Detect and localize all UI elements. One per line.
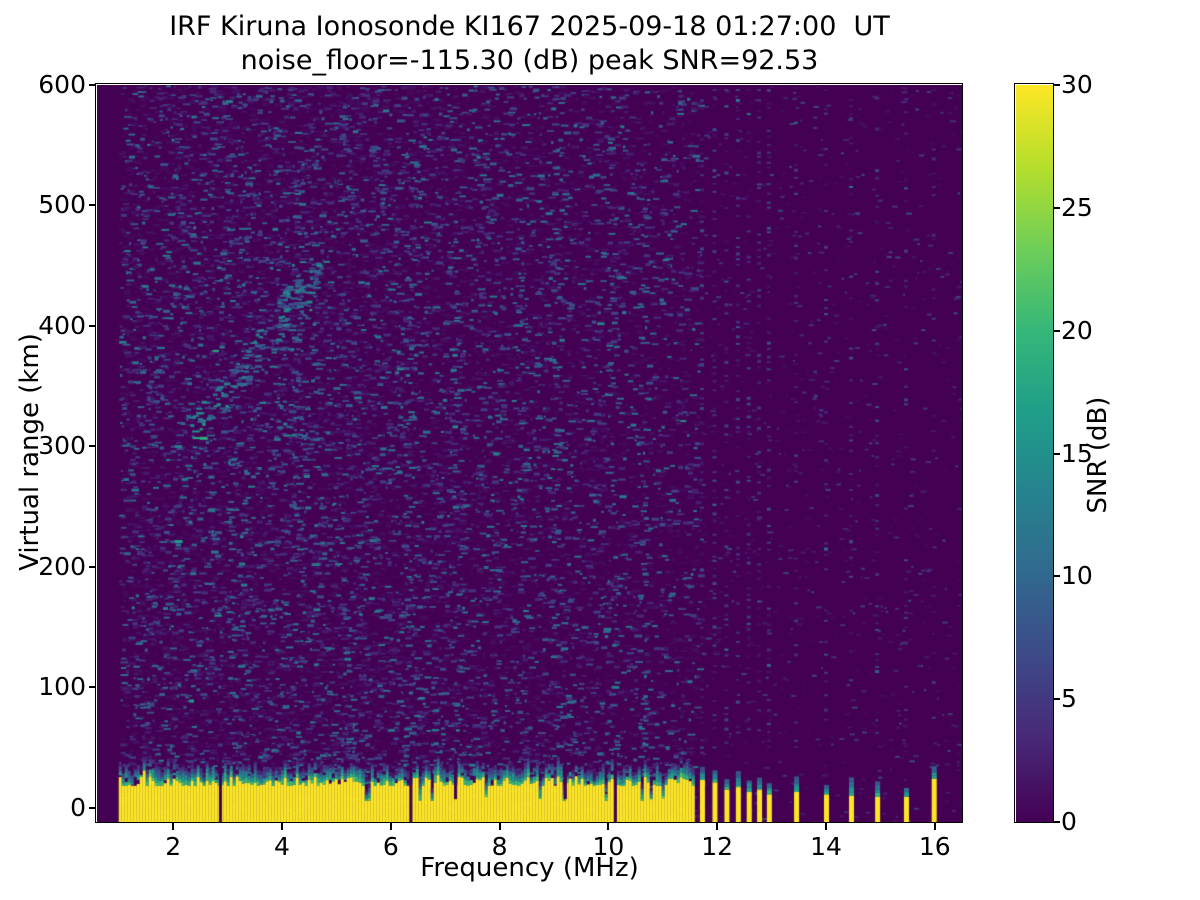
x-tick-label: 4 <box>274 832 290 861</box>
y-tick-mark <box>89 565 96 568</box>
colorbar-gradient <box>1016 85 1053 822</box>
x-tick-mark <box>716 823 719 830</box>
y-tick-mark <box>89 686 96 689</box>
ionogram-heatmap <box>97 85 962 822</box>
x-tick-label: 10 <box>592 832 625 861</box>
y-tick-label: 200 <box>38 551 86 581</box>
x-tick-mark <box>933 823 936 830</box>
y-tick-label: 600 <box>38 70 86 99</box>
x-tick-label: 16 <box>918 832 951 861</box>
x-tick-mark <box>389 823 392 830</box>
x-tick-mark <box>498 823 501 830</box>
colorbar-tick-mark <box>1053 206 1060 209</box>
y-tick-label: 100 <box>38 672 86 702</box>
y-tick-mark <box>89 204 96 207</box>
y-tick-label: 300 <box>38 431 86 461</box>
figure-title: IRF Kiruna Ionosonde KI167 2025-09-18 01… <box>97 10 962 78</box>
y-tick-label: 400 <box>38 310 86 340</box>
x-tick-label: 14 <box>810 832 842 861</box>
y-tick-mark <box>89 324 96 327</box>
colorbar-tick-label: 25 <box>1061 192 1093 222</box>
colorbar-tick-label: 15 <box>1061 438 1093 468</box>
y-tick-label: 500 <box>38 190 86 220</box>
x-tick-label: 12 <box>701 832 734 861</box>
x-tick-mark <box>280 823 283 830</box>
x-tick-mark <box>607 823 610 830</box>
colorbar-tick-mark <box>1053 575 1060 578</box>
page-subtitle: noise_floor=-115.30 (dB) peak SNR=92.53 <box>240 45 819 76</box>
y-tick-mark <box>89 806 96 809</box>
x-tick-mark <box>824 823 827 830</box>
colorbar-tick-label: 10 <box>1061 561 1093 591</box>
x-tick-label: 6 <box>382 832 399 861</box>
colorbar-tick-mark <box>1053 452 1060 455</box>
colorbar-tick-mark <box>1053 698 1060 701</box>
colorbar-tick-mark <box>1053 821 1060 823</box>
x-tick-label: 8 <box>491 832 508 861</box>
x-tick-label: 2 <box>165 832 182 861</box>
y-tick-mark <box>89 84 96 86</box>
colorbar-tick-mark <box>1053 329 1060 332</box>
y-tick-mark <box>89 445 96 448</box>
colorbar-tick-label: 0 <box>1061 807 1077 836</box>
colorbar-tick-label: 5 <box>1061 684 1077 714</box>
colorbar-tick-label: 20 <box>1061 315 1093 345</box>
y-tick-label: 0 <box>70 792 86 822</box>
colorbar-tick-label: 30 <box>1061 70 1093 99</box>
x-axis-label: Frequency (MHz) <box>420 853 639 883</box>
colorbar-tick-mark <box>1053 84 1060 86</box>
x-tick-mark <box>172 823 175 830</box>
page-title: IRF Kiruna Ionosonde KI167 2025-09-18 01… <box>169 11 890 42</box>
